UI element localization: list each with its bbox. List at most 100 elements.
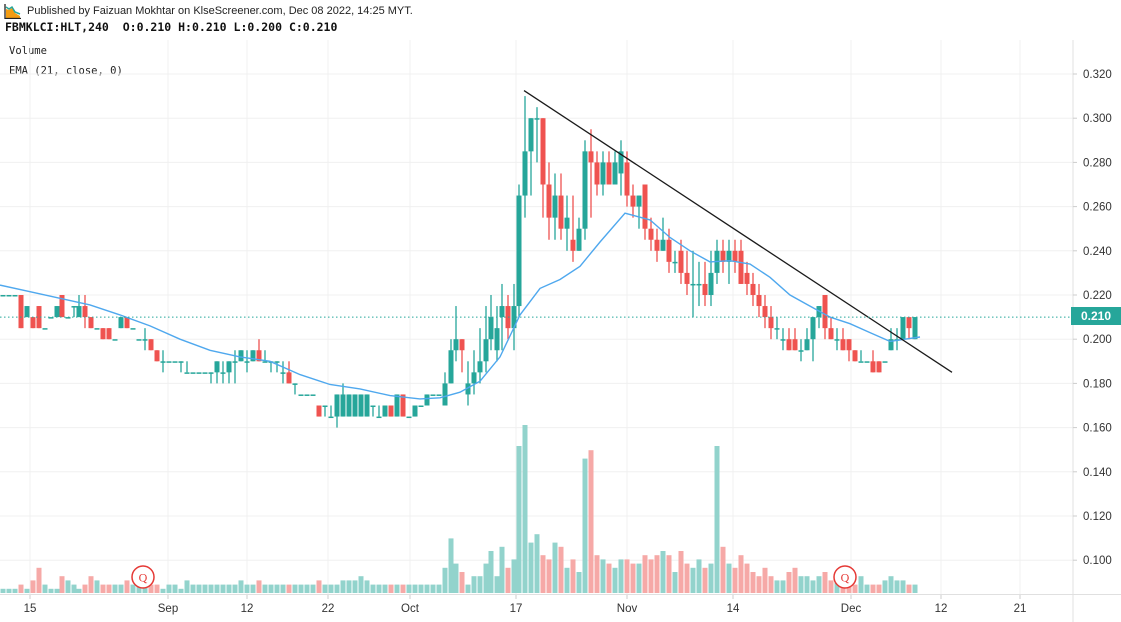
volume-bar <box>124 580 130 593</box>
volume-bar <box>106 584 112 593</box>
volume-bar <box>870 584 876 593</box>
volume-bar <box>726 563 732 593</box>
volume-bar <box>65 580 71 593</box>
candle-body <box>280 372 286 374</box>
resistance-trendline[interactable] <box>523 90 953 373</box>
volume-bar <box>732 567 738 593</box>
candle-body <box>453 339 459 351</box>
candle-body <box>906 317 912 329</box>
earnings-letter: Q <box>841 571 850 585</box>
candle-body <box>304 394 310 396</box>
volume-bar <box>522 425 528 593</box>
price-axis[interactable]: 0.320 0.300 0.280 0.260 0.240 0.220 0.200 0.180… <box>1073 69 1112 567</box>
y-tick-label: 0.320 <box>1083 69 1112 81</box>
candle-body <box>612 162 618 185</box>
candle-body <box>696 283 702 286</box>
volume-bar <box>804 576 810 593</box>
publisher-line: Published by Faizuan Mokhtar on KlseScre… <box>4 3 413 19</box>
candle-body <box>876 361 882 373</box>
volume-bar <box>744 563 750 593</box>
y-tick-label: 0.260 <box>1083 202 1112 214</box>
candle-body <box>576 228 582 251</box>
candle-body <box>678 250 684 273</box>
candle-body <box>786 339 792 351</box>
grid-lines <box>0 40 1121 622</box>
volume-bar <box>708 563 714 593</box>
candle-body <box>418 405 424 407</box>
volume-bar <box>232 584 238 593</box>
volume-bar <box>499 546 505 593</box>
close-value: C:0.210 <box>288 20 338 34</box>
candle-body <box>65 317 71 319</box>
volume-bar <box>436 584 442 593</box>
volume-bar <box>505 567 511 593</box>
earnings-marker-icon[interactable]: Q <box>833 565 857 589</box>
volume-bar <box>762 567 768 593</box>
volume-bar <box>340 580 346 593</box>
y-tick-label: 0.300 <box>1083 113 1112 125</box>
x-tick-label: 21 <box>1014 603 1027 615</box>
volume-bar <box>612 567 618 593</box>
candle-body <box>238 350 244 362</box>
volume-bar <box>190 584 196 593</box>
volume-bar <box>798 576 804 593</box>
volume-bar <box>376 584 382 593</box>
candle-body <box>810 317 816 340</box>
trendline[interactable] <box>523 90 953 373</box>
volume-bar <box>160 588 166 593</box>
candle-body <box>600 162 606 185</box>
volume-bar <box>358 576 364 593</box>
candle-body <box>588 151 594 163</box>
volume-bar <box>36 567 42 593</box>
earnings-marker-icon[interactable]: Q <box>131 565 155 589</box>
volume-bar <box>214 584 220 593</box>
candle-body <box>346 394 352 417</box>
volume-bar <box>130 584 136 593</box>
x-tick-label: 14 <box>727 603 740 615</box>
candle-body <box>499 306 505 318</box>
y-tick-label: 0.240 <box>1083 246 1112 258</box>
volume-bar <box>528 542 534 593</box>
volume-bar <box>494 576 500 593</box>
candle-body <box>322 405 328 407</box>
candle-body <box>412 405 418 417</box>
volume-bar <box>642 555 648 593</box>
candle-body <box>142 339 148 341</box>
candle-body <box>471 372 477 384</box>
candle-body <box>190 372 196 374</box>
volume-legend[interactable]: Volume <box>9 45 47 57</box>
candle-body <box>744 272 750 284</box>
candle-body <box>316 405 322 417</box>
x-tick-label: 17 <box>510 603 523 615</box>
volume-bar <box>822 572 828 593</box>
volume-bar <box>600 559 606 593</box>
candle-body <box>442 383 448 406</box>
candle-body <box>822 295 828 329</box>
published-text: Published by Faizuan Mokhtar on KlseScre… <box>27 5 413 17</box>
volume-bar <box>588 450 594 593</box>
volume-bar <box>400 584 406 593</box>
volume-bar <box>406 584 412 593</box>
volume-bar <box>906 584 912 593</box>
volume-bar <box>208 584 214 593</box>
volume-bar <box>786 572 792 593</box>
volume-bar <box>364 580 370 593</box>
candle-body <box>124 317 130 329</box>
candle-body <box>274 361 280 363</box>
x-tick-label: 15 <box>24 603 37 615</box>
volume-bar <box>570 559 576 593</box>
candle-body <box>672 261 678 264</box>
x-tick-label: Sep <box>158 603 178 615</box>
volume-bar <box>148 584 154 593</box>
time-axis[interactable]: 15 Sep 12 22 Oct 17 Nov 14 Dec 12 21 <box>24 595 1027 615</box>
volume-bar <box>172 584 178 593</box>
earnings-letter: Q <box>139 571 148 585</box>
volume-bar <box>546 559 552 593</box>
volume-bar <box>292 584 298 593</box>
candle-body <box>130 328 136 330</box>
volume-bar <box>76 588 82 593</box>
x-tick-label: Nov <box>617 603 638 615</box>
volume-bar <box>382 584 388 593</box>
